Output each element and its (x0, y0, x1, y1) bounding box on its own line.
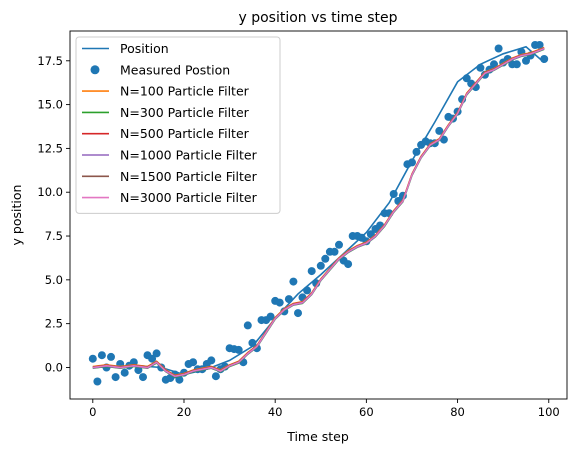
chart-title: y position vs time step (238, 10, 397, 26)
x-tick-label: 80 (450, 405, 465, 419)
measured-point-93 (513, 60, 521, 68)
measured-point-48 (308, 267, 316, 275)
legend-label: N=300 Particle Filter (120, 105, 250, 120)
measured-point-70 (408, 158, 416, 166)
measured-point-53 (331, 248, 339, 256)
legend-label: Position (120, 41, 169, 56)
y-tick-label: 17.5 (37, 54, 63, 68)
x-tick-label: 60 (359, 405, 374, 419)
measured-point-22 (189, 358, 197, 366)
measured-point-44 (289, 278, 297, 286)
y-tick-label: 10.0 (37, 185, 63, 199)
measured-point-4 (107, 353, 115, 361)
measured-point-27 (212, 372, 220, 380)
x-axis-label: Time step (286, 429, 349, 444)
legend-marker (91, 65, 100, 74)
x-tick-label: 20 (177, 405, 192, 419)
measured-point-7 (121, 369, 129, 377)
y-tick-label: 2.5 (45, 317, 63, 331)
measured-point-43 (285, 295, 293, 303)
measured-point-66 (390, 190, 398, 198)
measured-point-1 (93, 378, 101, 386)
measured-point-34 (244, 321, 252, 329)
legend-label: N=100 Particle Filter (120, 84, 250, 99)
measured-point-41 (276, 299, 284, 307)
measured-point-85 (476, 64, 484, 72)
measured-point-2 (98, 351, 106, 359)
y-tick-label: 0.0 (45, 360, 63, 374)
legend-label: Measured Postion (120, 62, 230, 77)
measured-point-71 (413, 148, 421, 156)
y-axis-label: y position (9, 185, 24, 246)
y-tick-label: 12.5 (37, 141, 63, 155)
measured-point-0 (89, 355, 97, 363)
measured-point-14 (153, 349, 161, 357)
measured-point-45 (294, 309, 302, 317)
legend-label: N=500 Particle Filter (120, 126, 250, 141)
measured-point-26 (207, 356, 215, 364)
measured-point-56 (344, 260, 352, 268)
measured-point-32 (235, 346, 243, 354)
legend-label: N=1500 Particle Filter (120, 169, 258, 184)
x-tick-label: 0 (89, 405, 96, 419)
y-tick-label: 15.0 (37, 98, 63, 112)
legend-label: N=1000 Particle Filter (120, 148, 258, 163)
measured-point-11 (139, 373, 147, 381)
measured-point-51 (321, 255, 329, 263)
measured-point-5 (112, 373, 120, 381)
legend: Position Measured Postion N=100 Particle F… (76, 37, 280, 213)
x-tick-label: 40 (268, 405, 283, 419)
measured-point-99 (540, 55, 548, 63)
x-tick-label: 100 (538, 405, 560, 419)
y-tick-label: 5.0 (45, 273, 63, 287)
measured-point-89 (495, 45, 503, 53)
measured-point-50 (317, 262, 325, 270)
y-tick-label: 7.5 (45, 229, 63, 243)
measured-point-54 (335, 241, 343, 249)
legend-label: N=3000 Particle Filter (120, 190, 258, 205)
measured-point-47 (303, 286, 311, 294)
